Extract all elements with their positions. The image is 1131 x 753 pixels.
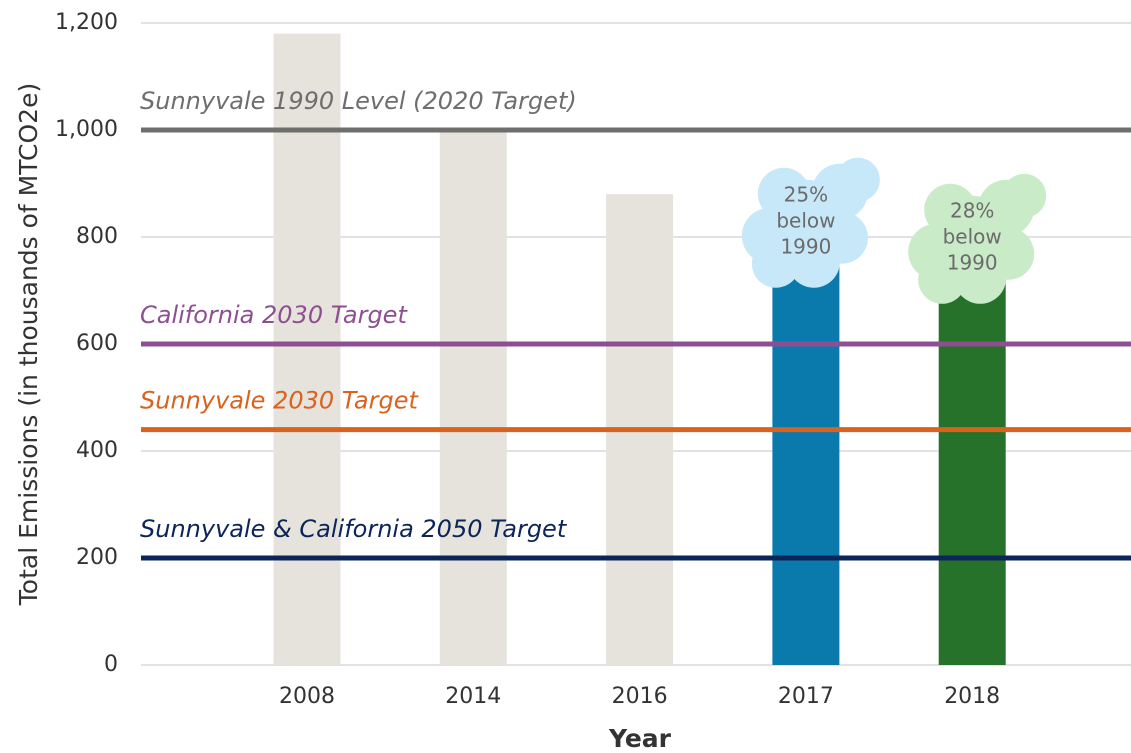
reference-label: California 2030 Target bbox=[140, 301, 408, 329]
annotation-text: 25% bbox=[784, 182, 828, 206]
annotation-text: 1990 bbox=[947, 250, 998, 274]
y-tick-label: 1,000 bbox=[55, 117, 118, 142]
cloud-puff bbox=[1002, 173, 1047, 218]
y-tick-label: 200 bbox=[76, 545, 118, 570]
cloud-puff bbox=[757, 167, 810, 220]
reference-label: Sunnyvale 2030 Target bbox=[140, 387, 419, 415]
annotation-text: 28% bbox=[950, 198, 994, 222]
x-tick-label: 2017 bbox=[778, 684, 834, 709]
y-tick-label: 800 bbox=[76, 224, 118, 249]
y-tick-label: 400 bbox=[76, 438, 118, 463]
cloud-puff bbox=[954, 251, 1007, 304]
bar bbox=[938, 279, 1006, 665]
y-tick-label: 1,200 bbox=[55, 10, 118, 35]
x-axis-label: Year bbox=[608, 724, 672, 753]
y-axis-label: Total Emissions (in thousands of MTCO2e) bbox=[14, 83, 43, 606]
annotation-cloud bbox=[908, 173, 1047, 304]
x-tick-label: 2008 bbox=[279, 684, 335, 709]
reference-label: Sunnyvale & California 2050 Target bbox=[140, 515, 568, 543]
annotation-cloud bbox=[741, 157, 880, 288]
annotation-text: below bbox=[943, 224, 1002, 248]
cloud-puff bbox=[787, 235, 840, 288]
x-tick-label: 2014 bbox=[445, 684, 501, 709]
cloud-puff bbox=[924, 183, 977, 236]
x-tick-label: 2018 bbox=[944, 684, 1000, 709]
annotation-text: 1990 bbox=[780, 234, 831, 258]
annotation-text: below bbox=[776, 208, 835, 232]
bar bbox=[772, 263, 840, 665]
y-tick-label: 0 bbox=[104, 652, 118, 677]
y-tick-label: 600 bbox=[76, 331, 118, 356]
bar bbox=[439, 130, 507, 665]
cloud-puff bbox=[751, 239, 800, 288]
cloud-puff bbox=[918, 255, 967, 304]
x-tick-label: 2016 bbox=[612, 684, 668, 709]
reference-label: Sunnyvale 1990 Level (2020 Target) bbox=[140, 87, 577, 115]
cloud-puff bbox=[835, 157, 880, 202]
